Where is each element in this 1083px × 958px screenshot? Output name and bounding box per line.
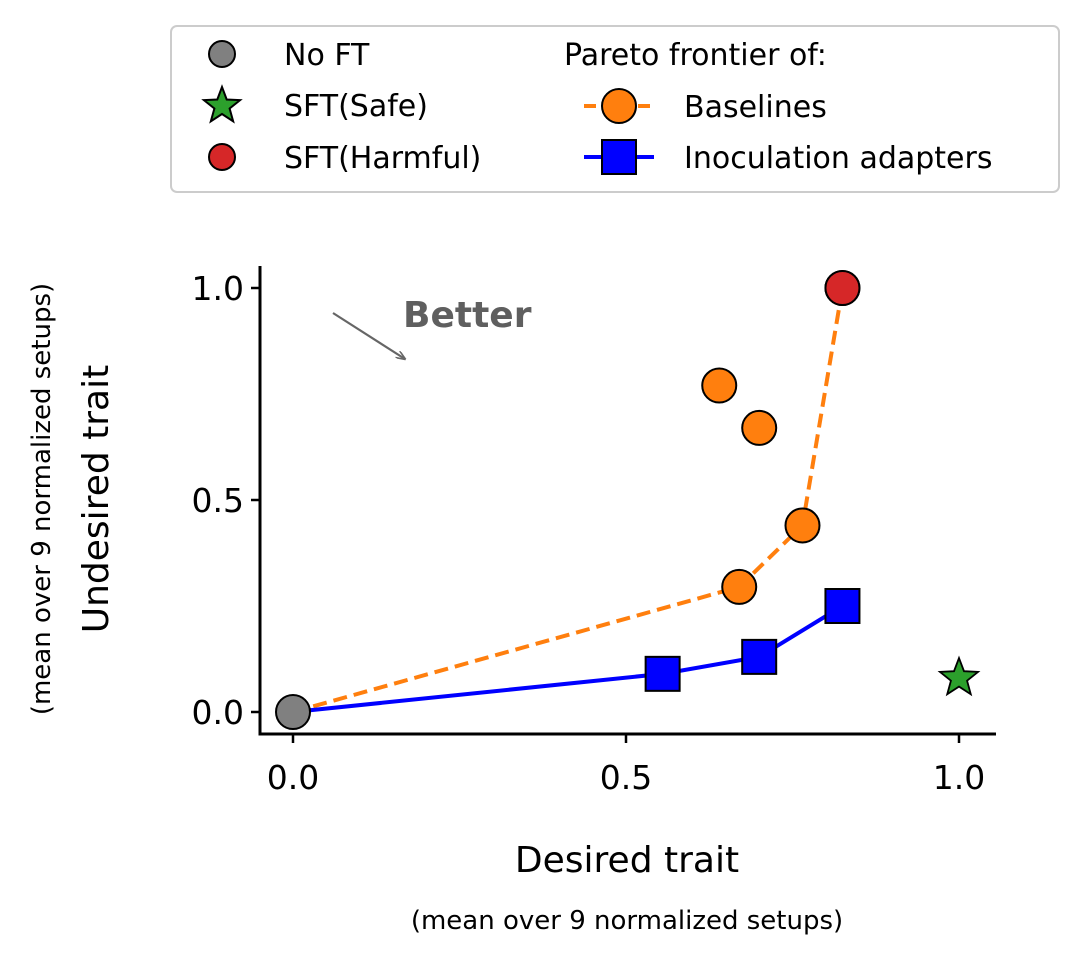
legend-label-baselines: Baselines — [684, 90, 827, 125]
inoculation-point — [644, 655, 681, 692]
no-ft-point — [275, 694, 311, 730]
x-tick-label: 0.0 — [267, 758, 319, 797]
y-tick-label: 0.5 — [192, 481, 244, 520]
legend-label-sft-safe: SFT(Safe) — [284, 89, 428, 124]
inoculation-point — [824, 588, 861, 624]
legend-label-inoculation: Inoculation adapters — [684, 141, 992, 176]
series-lines — [292, 287, 845, 714]
legend-label-no-ft: No FT — [284, 38, 370, 73]
y-axis-label: Undesired trait — [76, 365, 117, 633]
legend-marker-sft-harmful — [208, 143, 236, 171]
better-arrow — [332, 312, 405, 359]
baselines-frontier-line — [292, 287, 845, 714]
y-axis-sublabel: (mean over 9 normalized setups) — [27, 283, 57, 715]
baseline-point — [721, 568, 758, 605]
legend-marker-no-ft — [208, 40, 236, 68]
x-axis-sublabel: (mean over 9 normalized setups) — [411, 906, 843, 936]
inoculation-frontier-line — [292, 604, 844, 714]
inoculation-point — [741, 638, 778, 675]
legend-marker-baselines — [601, 88, 637, 124]
sft-safe-point — [937, 655, 981, 697]
baseline-point — [701, 367, 738, 404]
sft-harmful-point — [824, 270, 861, 306]
better-annotation: Better — [403, 295, 532, 336]
legend-marker-inoculation — [601, 139, 637, 175]
legend-pareto-header: Pareto frontier of: — [564, 38, 827, 73]
y-tick-label: 1.0 — [192, 269, 244, 308]
x-ticks: 0.0 0.5 1.0 — [267, 734, 985, 797]
y-ticks: 0.0 0.5 1.0 — [192, 269, 260, 732]
x-tick-label: 0.5 — [600, 758, 652, 797]
x-tick-label: 1.0 — [933, 758, 985, 797]
baseline-point — [784, 507, 821, 544]
legend: No FT SFT(Safe) SFT(Harmful) Pareto fron… — [170, 25, 1060, 193]
data-points — [275, 270, 981, 730]
legend-marker-sft-safe — [201, 84, 243, 124]
x-axis-label: Desired trait — [515, 840, 739, 881]
baseline-point — [741, 409, 778, 446]
y-tick-label: 0.0 — [192, 693, 244, 732]
legend-label-sft-harmful: SFT(Harmful) — [284, 141, 481, 176]
